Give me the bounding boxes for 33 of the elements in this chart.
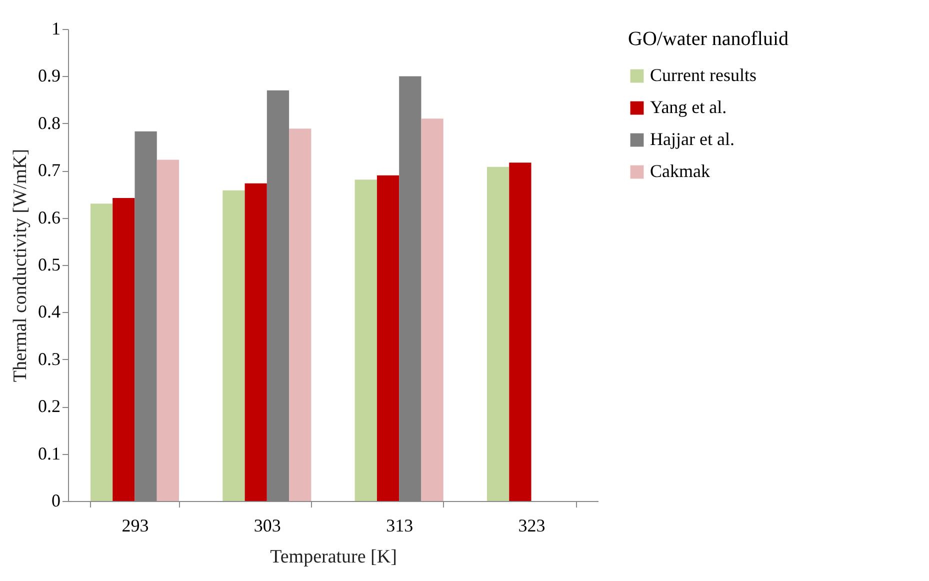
x-tick-label: 313 (386, 516, 414, 536)
bar (112, 198, 135, 501)
y-tick-label: 0 (52, 490, 60, 510)
y-tick-label: 0.5 (38, 254, 60, 274)
x-tick-label: 323 (518, 516, 546, 536)
legend-title: GO/water nanofluid (628, 28, 789, 50)
y-tick-label: 0.2 (38, 396, 60, 416)
legend-label: Hajjar et al. (650, 129, 734, 149)
x-axis-title: Temperature [K] (270, 546, 397, 568)
y-axis-title: Thermal conductivity [W/mK] (10, 148, 31, 382)
bar (244, 183, 267, 501)
y-tick-label: 0.8 (38, 112, 60, 133)
legend-label: Cakmak (650, 161, 710, 181)
bar (222, 190, 245, 501)
bar (486, 166, 510, 501)
bar (354, 180, 377, 501)
bar (156, 160, 180, 501)
y-tick-label: 0.9 (38, 66, 60, 86)
y-tick-label: 0.7 (38, 160, 60, 180)
bar (289, 128, 312, 501)
y-tick-label: 0.3 (38, 348, 60, 369)
x-tick-label: 303 (254, 516, 281, 536)
bar (421, 118, 444, 501)
y-tick-label: 0.4 (38, 302, 60, 322)
bar (90, 204, 113, 501)
y-tick-label: 1 (52, 18, 60, 38)
x-tick-label: 293 (122, 516, 149, 536)
bar (509, 162, 532, 501)
y-tick-label: 0.1 (38, 443, 60, 464)
legend-label: Yang et al. (650, 97, 727, 117)
bar (376, 175, 400, 501)
legend-label: Current results (650, 65, 756, 85)
y-tick-label: 0.6 (38, 207, 60, 228)
